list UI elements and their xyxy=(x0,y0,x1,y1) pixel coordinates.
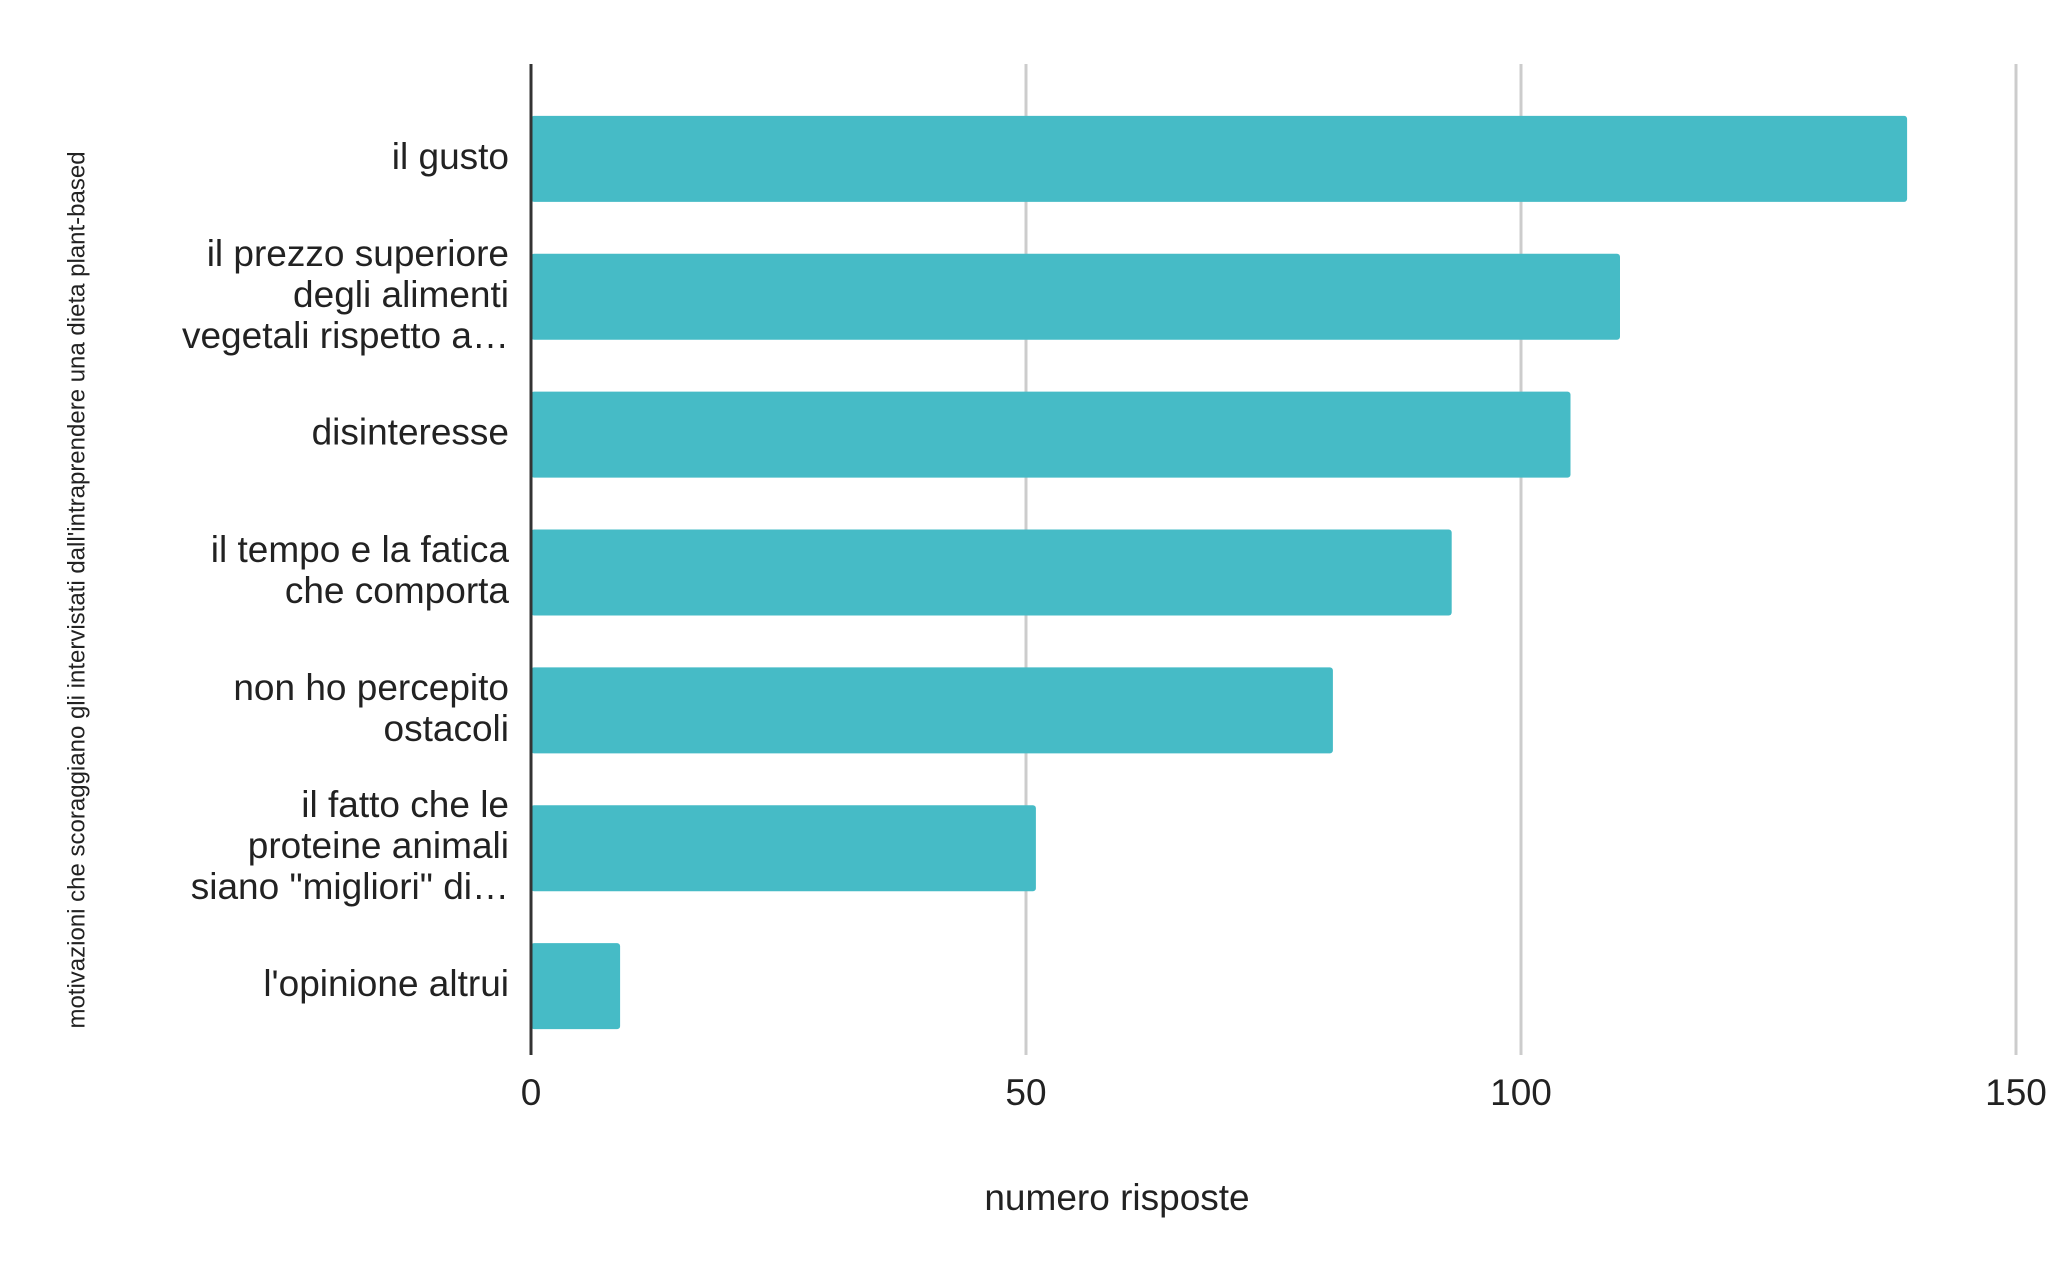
bar xyxy=(531,805,1036,892)
bar xyxy=(531,943,621,1030)
bar xyxy=(531,667,1333,754)
y-tick-label: il gusto xyxy=(392,136,509,177)
y-tick-label: non ho percepito ostacoli xyxy=(233,667,509,749)
y-tick-label: l'opinione altrui xyxy=(263,963,509,1004)
y-tick-label: il fatto che le proteine animali siano "mi… xyxy=(191,784,509,907)
y-tick-label: disinteresse xyxy=(312,411,509,452)
x-tick-label: 0 xyxy=(521,1072,542,1113)
x-axis-title: numero risposte xyxy=(984,1177,1249,1218)
x-tick-label: 150 xyxy=(1985,1072,2047,1113)
bar xyxy=(531,115,1908,202)
bar xyxy=(531,253,1620,340)
bar xyxy=(531,529,1452,616)
bar xyxy=(531,391,1571,478)
x-tick-label: 50 xyxy=(1005,1072,1046,1113)
x-tick-label: 100 xyxy=(1490,1072,1552,1113)
y-axis-title: motivazioni che scoraggiano gli intervis… xyxy=(63,151,90,1028)
y-tick-label: il prezzo superiore degli alimenti vegetal… xyxy=(182,233,509,356)
y-tick-label: il tempo e la fatica che comporta xyxy=(211,529,510,611)
